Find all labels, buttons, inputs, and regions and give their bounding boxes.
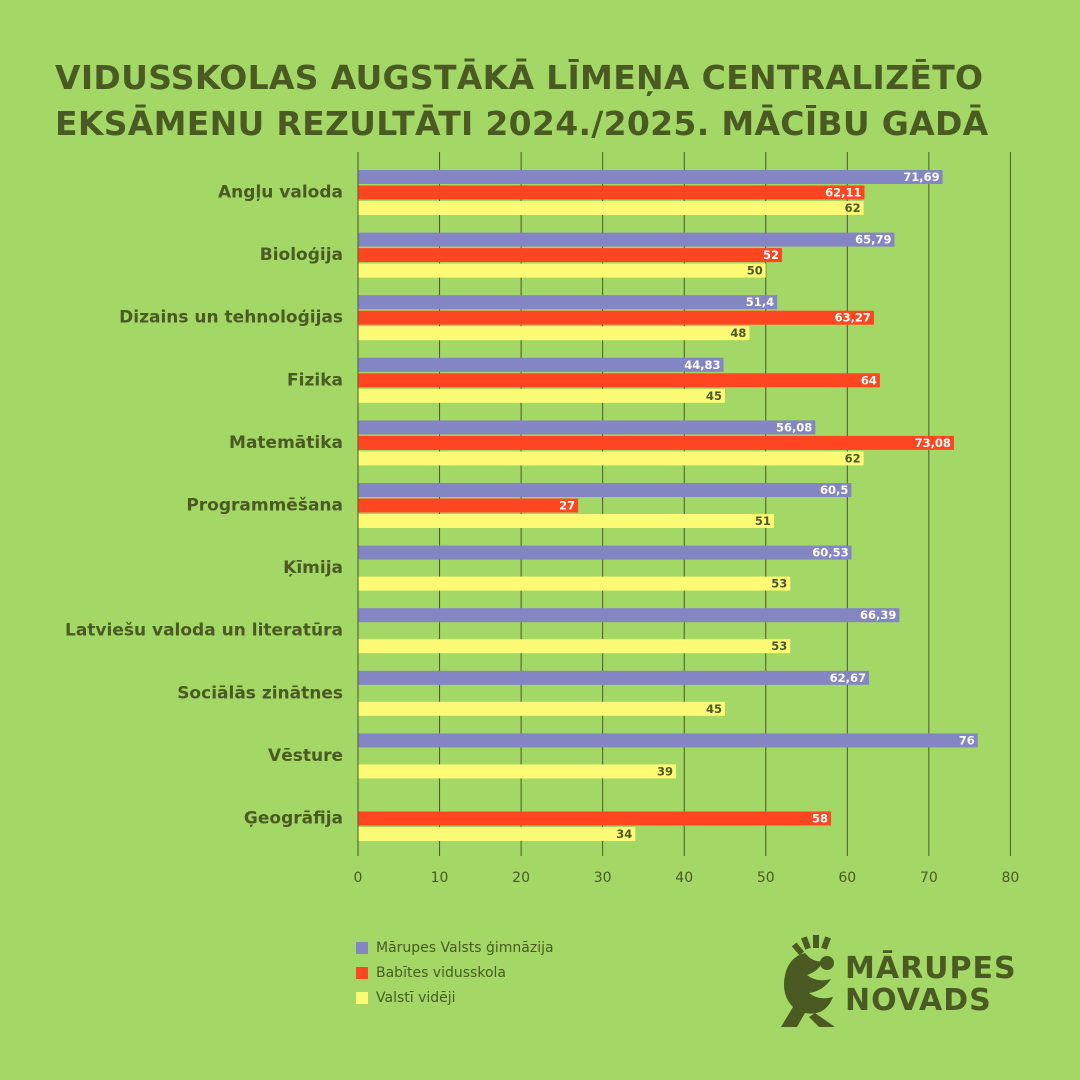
bar-geografija-series-3 xyxy=(358,827,636,841)
legend-label-babites: Babītes vidusskola xyxy=(376,964,506,981)
data-label-matematika-series-1: 56,08 xyxy=(776,420,812,434)
bar-anglu-valoda-series-3 xyxy=(358,201,864,215)
logo-text: MĀRUPES NOVADS xyxy=(845,953,1017,1017)
x-tick-label-50: 50 xyxy=(757,870,775,886)
bar-fizika-series-3 xyxy=(358,388,725,403)
bar-vesture-series-1 xyxy=(358,733,978,748)
bar-vesture-series-3 xyxy=(358,764,677,779)
data-label-dizains-un-tehnologijas-series-1: 51,4 xyxy=(746,295,774,309)
bar-latviesu-valoda-un-literatura-series-1 xyxy=(358,608,900,623)
category-label-programmesana: Programmēšana xyxy=(186,496,343,516)
bar-kimija-series-1 xyxy=(358,545,852,560)
legend-label-marupes: Mārupes Valsts ģimnāzija xyxy=(376,939,554,956)
data-label-programmesana-series-2: 27 xyxy=(559,499,575,513)
x-tick-label-80: 80 xyxy=(1001,870,1019,886)
legend-swatch-valsti xyxy=(356,991,368,1004)
bar-matematika-series-3 xyxy=(358,451,864,466)
bar-matematika-series-2 xyxy=(358,435,954,450)
data-label-anglu-valoda-series-1: 71,69 xyxy=(903,170,939,184)
data-label-fizika-series-1: 44,83 xyxy=(684,358,720,372)
title-line-1: VIDUSSKOLAS AUGSTĀKĀ LĪMEŅA CENTRALIZĒTO xyxy=(55,58,984,97)
legend-item-marupes: Mārupes Valsts ģimnāzija xyxy=(356,935,554,960)
data-label-matematika-series-3: 62 xyxy=(845,451,861,465)
bar-programmesana-series-2 xyxy=(358,498,579,513)
x-tick-label-60: 60 xyxy=(838,870,856,886)
legend-label-valsti: Valstī vidēji xyxy=(376,989,456,1006)
data-label-kimija-series-1: 60,53 xyxy=(812,546,848,560)
x-tick-label-40: 40 xyxy=(675,870,693,886)
bar-anglu-valoda-series-1 xyxy=(358,170,943,184)
legend-swatch-marupes xyxy=(356,941,368,954)
marupes-novads-logo: MĀRUPES NOVADS xyxy=(775,935,1035,1030)
category-label-geografija: Ģeogrāfija xyxy=(244,809,343,829)
x-tick-label-10: 10 xyxy=(431,870,449,886)
title-line-2: EKSĀMENU REZULTĀTI 2024./2025. MĀCĪBU GA… xyxy=(55,104,989,143)
bar-latviesu-valoda-un-literatura-series-3 xyxy=(358,639,791,654)
data-label-vesture-series-3: 39 xyxy=(657,764,673,778)
bar-socialas-zinatnes-series-1 xyxy=(358,670,870,685)
bar-matematika-series-1 xyxy=(358,420,816,435)
data-label-programmesana-series-1: 60,5 xyxy=(820,483,848,497)
data-label-anglu-valoda-series-2: 62,11 xyxy=(825,186,861,200)
data-label-socialas-zinatnes-series-1: 62,67 xyxy=(830,671,866,685)
legend-swatch-babites xyxy=(356,966,368,979)
data-label-programmesana-series-3: 51 xyxy=(755,514,771,528)
data-label-matematika-series-2: 73,08 xyxy=(915,436,951,450)
data-label-latviesu-valoda-un-literatura-series-3: 53 xyxy=(771,639,787,653)
x-tick-label-30: 30 xyxy=(594,870,612,886)
bar-programmesana-series-3 xyxy=(358,514,774,528)
legend-item-valsti: Valstī vidēji xyxy=(356,985,554,1010)
bar-biologija-series-3 xyxy=(358,263,766,278)
category-label-vesture: Vēsture xyxy=(268,746,343,766)
data-label-biologija-series-1: 65,79 xyxy=(855,233,891,247)
bar-programmesana-series-1 xyxy=(358,483,852,497)
category-label-latviesu-valoda-un-literatura: Latviešu valoda un literatūra xyxy=(65,621,343,641)
bar-fizika-series-2 xyxy=(358,373,880,388)
page-title: VIDUSSKOLAS AUGSTĀKĀ LĪMEŅA CENTRALIZĒTO… xyxy=(55,55,1055,147)
legend-item-babites: Babītes vidusskola xyxy=(356,960,554,985)
data-label-vesture-series-1: 76 xyxy=(959,733,975,747)
legend: Mārupes Valsts ģimnāzija Babītes vidussk… xyxy=(356,935,554,1010)
bar-dizains-un-tehnologijas-series-1 xyxy=(358,295,778,310)
data-label-dizains-un-tehnologijas-series-3: 48 xyxy=(730,326,746,340)
category-label-kimija: Ķīmija xyxy=(283,558,343,578)
data-label-biologija-series-3: 50 xyxy=(747,264,763,278)
bar-anglu-valoda-series-2 xyxy=(358,185,865,200)
category-label-biologija: Bioloģija xyxy=(260,245,343,265)
data-label-fizika-series-3: 45 xyxy=(706,389,722,403)
bar-socialas-zinatnes-series-3 xyxy=(358,701,725,716)
x-tick-label-70: 70 xyxy=(920,870,938,886)
data-label-biologija-series-2: 52 xyxy=(763,248,779,262)
category-label-fizika: Fizika xyxy=(287,370,343,390)
category-label-socialas-zinatnes: Sociālās zinātnes xyxy=(177,683,343,703)
category-label-anglu-valoda: Angļu valoda xyxy=(218,183,343,203)
category-label-matematika: Matemātika xyxy=(229,433,343,453)
data-label-geografija-series-3: 34 xyxy=(616,827,632,841)
data-label-socialas-zinatnes-series-3: 45 xyxy=(706,702,722,716)
logo-line-2: NOVADS xyxy=(845,983,992,1018)
data-label-fizika-series-2: 64 xyxy=(861,373,877,387)
bar-geografija-series-2 xyxy=(358,811,831,826)
bar-biologija-series-1 xyxy=(358,232,895,247)
data-label-anglu-valoda-series-3: 62 xyxy=(845,201,861,215)
bar-kimija-series-3 xyxy=(358,576,791,591)
category-label-dizains-un-tehnologijas: Dizains un tehnoloģijas xyxy=(119,308,343,328)
bar-dizains-un-tehnologijas-series-2 xyxy=(358,310,874,325)
bar-fizika-series-1 xyxy=(358,357,724,372)
bar-biologija-series-2 xyxy=(358,248,783,263)
x-tick-label-20: 20 xyxy=(512,870,530,886)
x-tick-label-0: 0 xyxy=(354,870,363,886)
data-label-kimija-series-3: 53 xyxy=(771,577,787,591)
data-label-latviesu-valoda-un-literatura-series-1: 66,39 xyxy=(860,608,896,622)
bar-dizains-un-tehnologijas-series-3 xyxy=(358,326,750,341)
data-label-dizains-un-tehnologijas-series-2: 63,27 xyxy=(835,311,871,325)
logo-line-1: MĀRUPES xyxy=(845,951,1017,986)
bird-emblem-icon xyxy=(781,935,835,1027)
data-label-geografija-series-2: 58 xyxy=(812,812,828,826)
